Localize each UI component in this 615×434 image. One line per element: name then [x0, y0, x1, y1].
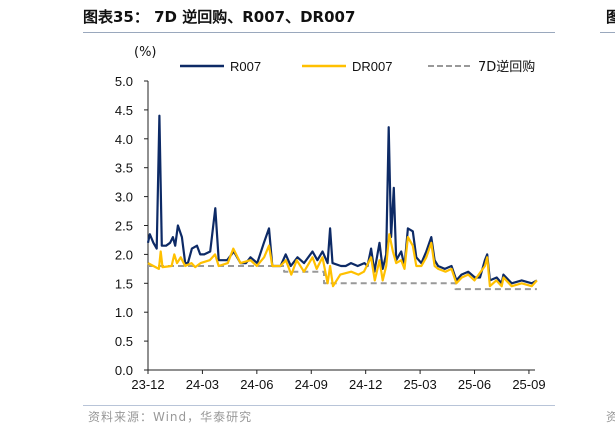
y-tick-label: 4.0 — [115, 132, 133, 147]
series-line-R007 — [146, 114, 538, 285]
y-axis: 0.0 0.5 1.0 1.5 2.0 2.5 3.0 3.5 4.0 4.5 5.0 — [115, 74, 149, 378]
title-divider — [83, 32, 555, 33]
x-tick-label: 24-03 — [186, 377, 219, 392]
chart-title: 图表35： 7D 逆回购、R007、DR007 — [83, 8, 356, 26]
y-tick-label: 3.0 — [115, 190, 133, 205]
y-tick-label: 5.0 — [115, 74, 133, 89]
y-tick-label: 1.5 — [115, 276, 133, 291]
x-tick-label: 23-12 — [131, 377, 164, 392]
next-panel-source-fragment: 资 — [606, 410, 615, 424]
legend-label: R007 — [230, 59, 261, 74]
y-tick-label: 0.0 — [115, 363, 133, 378]
next-panel-divider — [600, 32, 615, 33]
x-axis: 23-12 24-03 24-06 24-09 24-12 25-03 25-06 25-09 — [131, 369, 546, 392]
series-line-7D — [148, 265, 537, 291]
x-tick-label: 24-09 — [295, 377, 328, 392]
y-axis-unit-label: (%) — [134, 45, 157, 60]
y-tick-label: 3.5 — [115, 161, 133, 176]
footer-divider — [83, 405, 555, 406]
y-tick-label: 0.5 — [115, 334, 133, 349]
source-note: 资料来源：Wind，华泰研究 — [88, 410, 253, 424]
series-line-DR007 — [147, 233, 538, 288]
y-tick-label: 4.5 — [115, 103, 133, 118]
next-panel-title-fragment: 图 — [606, 8, 615, 26]
y-tick-label: 1.0 — [115, 305, 133, 320]
x-tick-label: 24-06 — [240, 377, 273, 392]
legend: R007 DR007 7D逆回购 — [180, 59, 535, 75]
x-tick-label: 24-12 — [349, 377, 382, 392]
x-tick-label: 25-03 — [403, 377, 436, 392]
x-tick-label: 25-06 — [458, 377, 491, 392]
y-tick-label: 2.0 — [115, 247, 133, 262]
x-tick-label: 25-09 — [512, 377, 545, 392]
y-tick-label: 2.5 — [115, 219, 133, 234]
plot-area — [146, 114, 538, 291]
legend-label: 7D逆回购 — [478, 59, 535, 75]
legend-label: DR007 — [352, 59, 392, 74]
